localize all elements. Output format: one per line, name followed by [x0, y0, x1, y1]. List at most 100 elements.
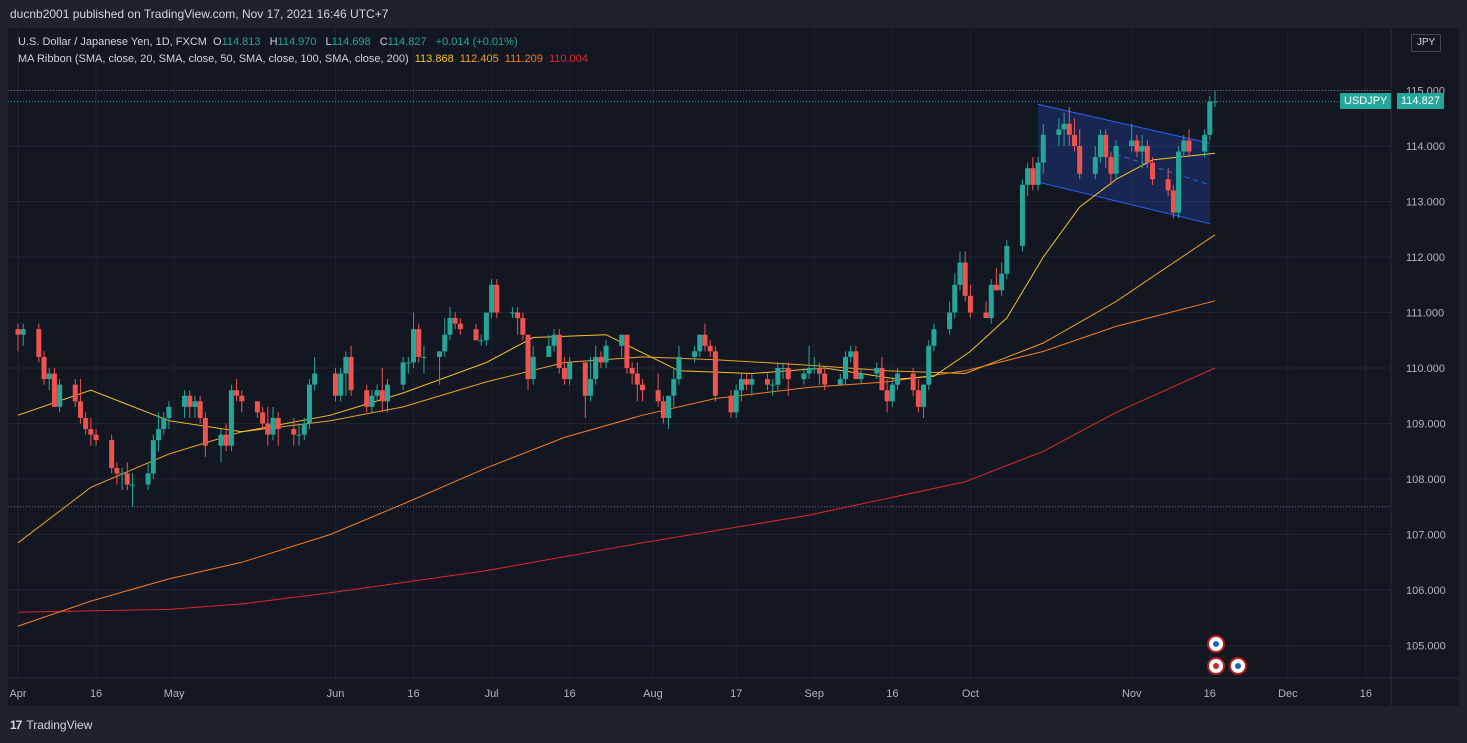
candle-body: [145, 473, 151, 485]
price-tick-label: 108.000: [1406, 474, 1446, 486]
candle-body: [738, 379, 744, 391]
candle-body: [405, 362, 411, 364]
candle-body: [853, 351, 859, 380]
candle-body: [962, 262, 968, 296]
candle-body: [660, 401, 666, 418]
candle-body: [921, 384, 927, 407]
tradingview-logo[interactable]: 17 TradingView: [10, 718, 92, 732]
ma-ribbon-legend[interactable]: MA Ribbon (SMA, close, 20, SMA, close, 5…: [18, 53, 591, 65]
candle-body: [1092, 157, 1098, 174]
candle-body: [582, 362, 588, 396]
candle-body: [1181, 140, 1187, 152]
candle-body: [291, 429, 297, 435]
candle-body: [473, 329, 479, 341]
candle-body: [801, 373, 807, 380]
ma-line-sma200: [17, 367, 1216, 613]
candle-body: [764, 379, 770, 385]
ma-line-sma50: [17, 234, 1216, 544]
candle-body: [421, 356, 427, 358]
candle-body: [218, 434, 224, 446]
candle-body: [270, 417, 276, 435]
candle-body: [816, 368, 822, 374]
candle-body: [197, 401, 203, 418]
candle-body: [676, 356, 682, 380]
channel-mid-line: [1115, 153, 1210, 186]
candle-body: [895, 373, 901, 385]
candle-body: [957, 262, 963, 285]
candle-body: [119, 473, 125, 475]
candle-body: [842, 356, 848, 380]
currency-button[interactable]: JPY: [1411, 34, 1441, 52]
candle-body: [15, 329, 21, 335]
candle-body: [1040, 134, 1046, 163]
candle-body: [83, 417, 89, 430]
candle-body: [1134, 140, 1140, 152]
candle-body: [374, 390, 380, 396]
candle-body: [770, 384, 776, 386]
close-value: 114.827: [387, 36, 427, 48]
time-tick-label: Dec: [1278, 688, 1298, 700]
channel-fill: [1038, 104, 1210, 224]
candle-body: [150, 440, 156, 474]
time-tick-label: 16: [407, 688, 419, 700]
candle-body: [915, 390, 921, 407]
ma-line-sma20: [17, 152, 1216, 433]
candle-body: [889, 384, 895, 402]
candle-body: [301, 423, 307, 435]
tv-logo-icon: 17: [10, 718, 22, 732]
chart-pane[interactable]: [8, 28, 1459, 706]
candle-body: [999, 273, 1005, 291]
price-chart[interactable]: 105.000 106.000 107.000 108.000 109.000 110.0…: [8, 28, 1459, 706]
candle-body: [416, 329, 422, 357]
candle-body: [520, 318, 526, 335]
candle-body: [1176, 151, 1182, 213]
candle-body: [385, 384, 391, 402]
candle-body: [1150, 162, 1156, 180]
candle-body: [952, 284, 958, 313]
ma-ribbon-name: MA Ribbon (SMA, close, 20, SMA, close, 5…: [18, 53, 409, 65]
event-flag-dot: [1213, 663, 1219, 669]
candle-body: [265, 423, 271, 435]
symbol-legend[interactable]: U.S. Dollar / Japanese Yen, 1D, FXCM O11…: [18, 36, 521, 48]
candle-body: [749, 379, 755, 385]
candle-body: [744, 379, 750, 385]
candle-body: [447, 318, 453, 335]
candle-body: [494, 284, 500, 313]
candle-body: [811, 368, 817, 369]
candle-body: [1071, 134, 1077, 146]
candle-body: [1207, 101, 1213, 135]
candle-body: [114, 467, 120, 474]
candle-body: [437, 351, 443, 357]
candle-body: [692, 351, 698, 357]
candle-body: [655, 390, 661, 402]
time-tick-label: Jun: [327, 688, 345, 700]
candle-body: [671, 379, 677, 396]
candle-body: [822, 373, 828, 385]
low-label: L: [325, 36, 332, 48]
candle-body: [858, 373, 864, 380]
candle-body: [624, 334, 630, 368]
sma50-value: 112.405: [459, 53, 499, 65]
candle-body: [603, 345, 609, 363]
brand-name: TradingView: [26, 718, 93, 732]
low-value: 114.698: [331, 36, 371, 48]
candle-body: [1144, 146, 1150, 163]
time-tick-label: Aug: [643, 688, 663, 700]
candle-body: [1066, 123, 1072, 135]
ma-line-sma100: [17, 300, 1216, 627]
candle-body: [775, 368, 781, 385]
channel-upper-line[interactable]: [1037, 103, 1210, 144]
attribution-text: ducnb2001 published on TradingView.com, …: [10, 7, 389, 21]
footer-bar: 17 TradingView: [0, 706, 1467, 743]
candle-body: [1113, 146, 1119, 174]
candle-body: [343, 356, 349, 374]
candle-body: [1165, 179, 1171, 191]
candle-body: [51, 373, 57, 407]
price-tick-label: 114.000: [1406, 141, 1445, 153]
price-tick-label: 111.000: [1406, 308, 1444, 320]
candle-body: [46, 373, 52, 380]
candle-body: [228, 390, 234, 446]
sma20-value: 113.868: [414, 53, 454, 65]
channel-lower-line[interactable]: [1037, 181, 1210, 225]
candle-body: [348, 356, 354, 391]
